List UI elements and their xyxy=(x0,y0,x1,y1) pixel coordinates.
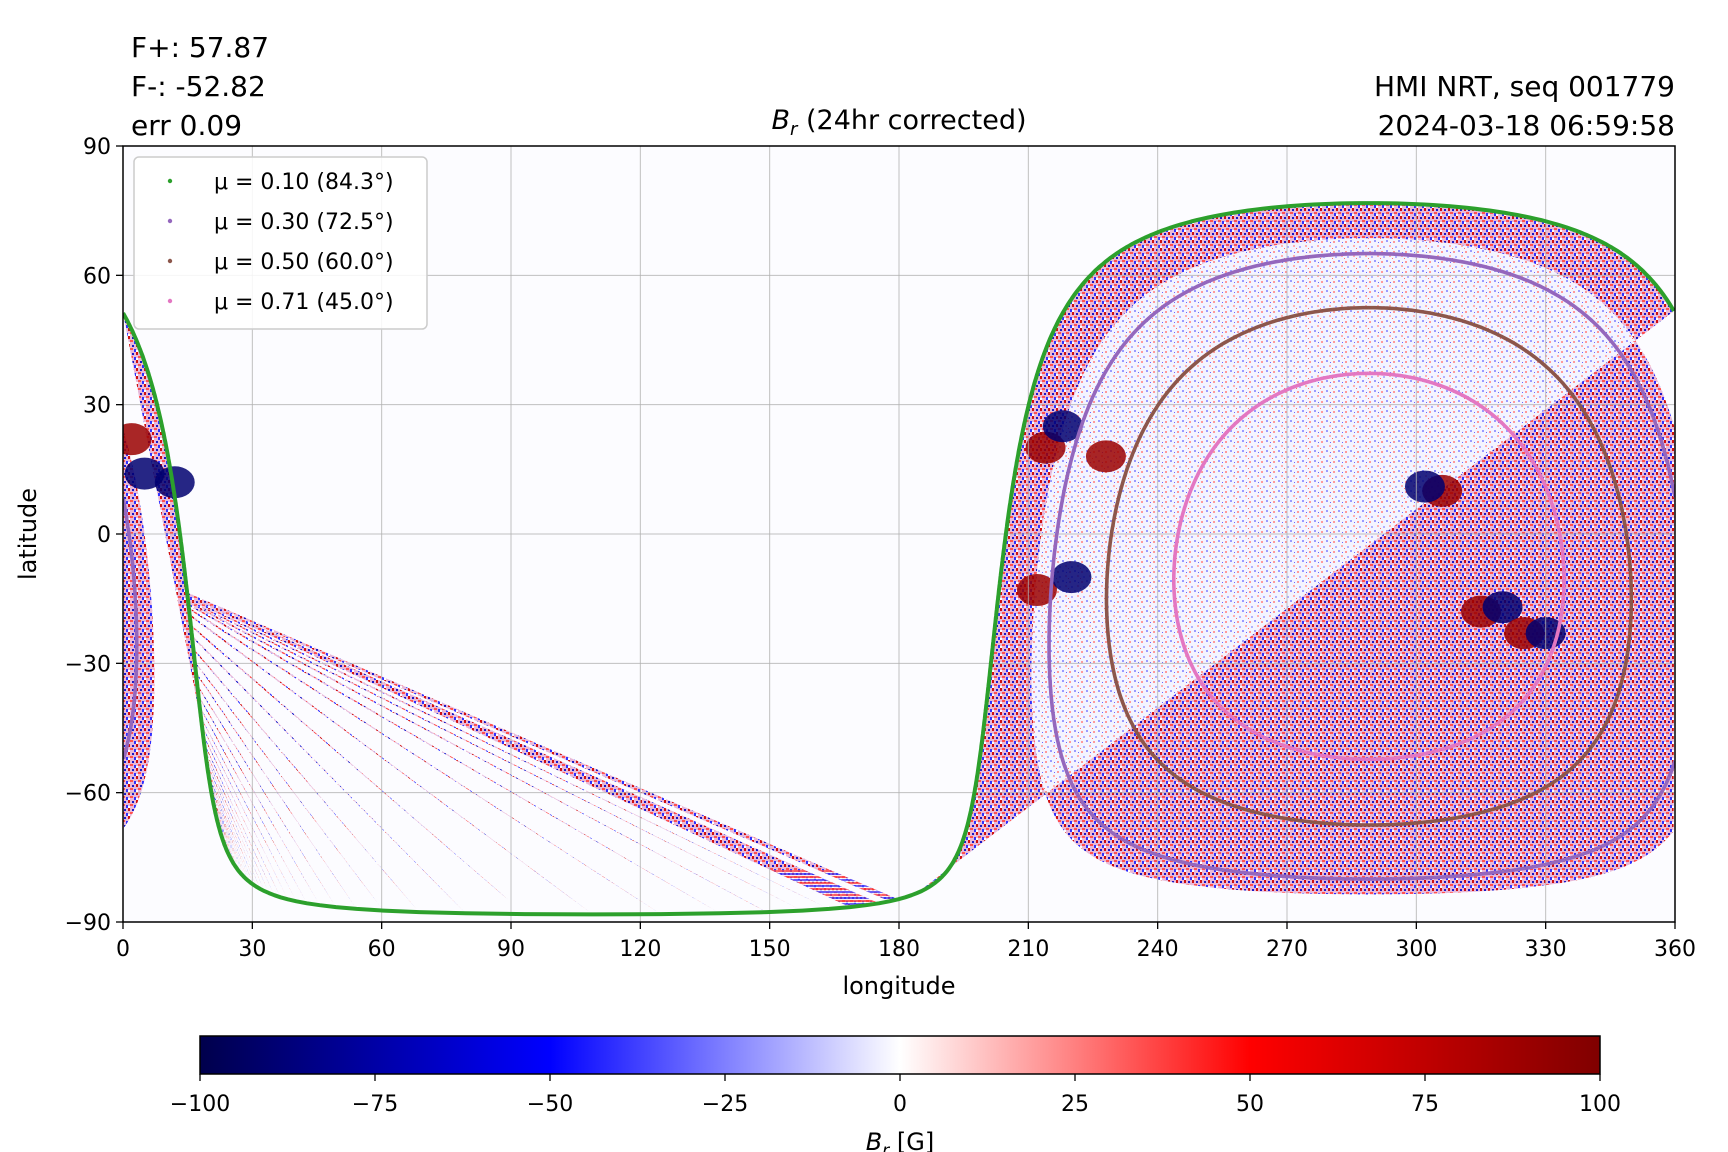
active-region xyxy=(1051,561,1092,594)
title-text xyxy=(797,105,806,136)
legend-marker xyxy=(167,298,173,304)
error-label: err 0.09 xyxy=(131,109,242,142)
colorbar xyxy=(199,1035,1601,1075)
mu-contour-3 xyxy=(1172,371,1566,762)
y-tick-label: −60 xyxy=(65,782,111,807)
legend-label: μ = 0.71 (45.0°) xyxy=(214,290,394,315)
y-tick-label: −30 xyxy=(65,652,111,677)
colorbar-subscript: r xyxy=(882,1141,890,1152)
colorbar-tick-label: −25 xyxy=(702,1092,748,1117)
disk-fill xyxy=(123,203,1674,915)
colorbar-tick-label: 0 xyxy=(893,1092,907,1117)
y-tick-label: 0 xyxy=(97,523,111,548)
colorbar-label: Br [G] xyxy=(866,1128,934,1152)
x-tick-label: 120 xyxy=(619,937,661,962)
flux-plus-label: F+: 57.87 xyxy=(131,31,269,64)
active-region xyxy=(1404,470,1445,503)
mu-contour-2 xyxy=(1104,305,1634,827)
mu-contour-1 xyxy=(123,251,1675,881)
colorbar-unit: [G] xyxy=(897,1128,934,1152)
instrument-label: HMI NRT, seq 001779 xyxy=(1374,70,1675,103)
x-tick-label: 240 xyxy=(1137,937,1179,962)
mu-contours xyxy=(123,201,1675,917)
colorbar-tick-label: 50 xyxy=(1236,1092,1264,1117)
x-tick-label: 30 xyxy=(238,937,266,962)
title-symbol: B xyxy=(771,105,790,136)
legend-items: μ = 0.10 (84.3°) μ = 0.30 (72.5°) μ = 0.50… xyxy=(167,170,394,315)
y-tick-label: −90 xyxy=(65,911,111,936)
x-tick-label: 360 xyxy=(1654,937,1696,962)
x-tick-label: 150 xyxy=(749,937,791,962)
mu-contour-0 xyxy=(123,201,1675,917)
active-region xyxy=(1482,591,1523,624)
legend-label: μ = 0.50 (60.0°) xyxy=(214,250,394,275)
y-tick-label: 90 xyxy=(83,135,111,160)
y-axis-label: latitude xyxy=(14,488,42,580)
x-tick-label: 90 xyxy=(497,937,525,962)
title-suffix: (24hr corrected) xyxy=(806,105,1027,136)
y-axis-ticks: −90 −60 −30 0 30 60 90 xyxy=(65,135,123,936)
colorbar-tick-label: 75 xyxy=(1411,1092,1439,1117)
x-axis-label: longitude xyxy=(842,972,955,1000)
colorbar-tick-label: −100 xyxy=(170,1092,230,1117)
legend: μ = 0.10 (84.3°) μ = 0.30 (72.5°) μ = 0.50… xyxy=(133,156,428,330)
x-tick-label: 270 xyxy=(1266,937,1308,962)
active-region xyxy=(1016,574,1057,607)
colorbar-symbol: B xyxy=(866,1128,882,1152)
x-tick-label: 180 xyxy=(878,937,920,962)
colorbar-tick-label: −75 xyxy=(352,1092,398,1117)
colorbar-tick-label: 100 xyxy=(1579,1092,1621,1117)
x-tick-label: 60 xyxy=(368,937,396,962)
x-tick-label: 330 xyxy=(1525,937,1567,962)
x-axis-ticks: 0 30 60 90 120 150 180 210 240 270 300 330 360 xyxy=(116,922,1696,962)
legend-marker xyxy=(167,178,173,184)
active-region xyxy=(123,423,152,456)
colorbar-ticks: −100 −75 −50 −25 0 25 50 75 100 xyxy=(170,1074,1621,1117)
legend-box xyxy=(133,156,428,330)
legend-label: μ = 0.30 (72.5°) xyxy=(214,210,394,235)
y-tick-label: 60 xyxy=(83,264,111,289)
y-tick-label: 30 xyxy=(83,394,111,419)
timestamp-label: 2024-03-18 06:59:58 xyxy=(1378,109,1675,142)
colorbar-gap xyxy=(889,1128,897,1152)
x-tick-label: 300 xyxy=(1395,937,1437,962)
legend-label: μ = 0.10 (84.3°) xyxy=(214,170,394,195)
legend-marker xyxy=(167,218,173,224)
flux-minus-label: F-: -52.82 xyxy=(131,70,266,103)
active-region xyxy=(124,457,165,490)
legend-marker xyxy=(167,258,173,264)
x-tick-label: 210 xyxy=(1007,937,1049,962)
title-subscript: r xyxy=(790,119,799,140)
colorbar-tick-label: −50 xyxy=(527,1092,573,1117)
active-region xyxy=(1042,410,1083,443)
x-tick-label: 0 xyxy=(116,937,130,962)
colorbar-tick-label: 25 xyxy=(1061,1092,1089,1117)
active-region xyxy=(1085,440,1126,473)
active-region xyxy=(154,466,195,499)
chart-title: Br (24hr corrected) xyxy=(771,105,1026,140)
